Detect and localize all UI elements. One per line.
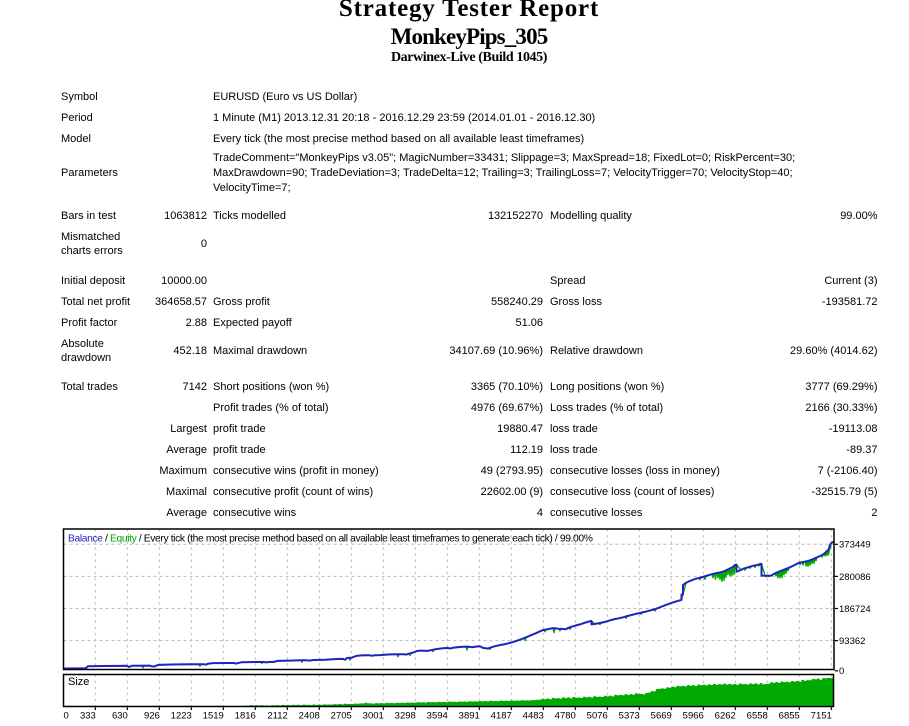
svg-text:630: 630	[112, 711, 128, 722]
svg-text:4483: 4483	[523, 711, 544, 722]
svg-text:5669: 5669	[651, 711, 672, 722]
svg-text:6855: 6855	[779, 711, 800, 722]
svg-text:3001: 3001	[363, 711, 384, 722]
svg-text:1223: 1223	[171, 711, 192, 722]
svg-text:2705: 2705	[331, 711, 352, 722]
svg-text:2408: 2408	[299, 711, 320, 722]
svg-text:926: 926	[144, 711, 160, 722]
svg-text:2112: 2112	[267, 711, 287, 722]
svg-text:3891: 3891	[459, 711, 480, 722]
svg-text:1816: 1816	[235, 711, 256, 722]
svg-text:1519: 1519	[203, 711, 224, 722]
svg-text:373449: 373449	[839, 540, 871, 551]
svg-text:6262: 6262	[715, 711, 736, 722]
svg-text:4187: 4187	[491, 711, 512, 722]
svg-text:93362: 93362	[839, 636, 865, 647]
svg-text:4780: 4780	[555, 711, 576, 722]
svg-text:5966: 5966	[683, 711, 704, 722]
svg-text:0: 0	[839, 666, 844, 677]
svg-text:6558: 6558	[747, 711, 768, 722]
svg-text:333: 333	[80, 711, 96, 722]
svg-text:Size: Size	[68, 676, 89, 688]
svg-text:5076: 5076	[587, 711, 608, 722]
svg-text:5373: 5373	[619, 711, 640, 722]
svg-text:3594: 3594	[427, 711, 448, 722]
svg-text:280086: 280086	[839, 572, 871, 583]
svg-text:3298: 3298	[395, 711, 416, 722]
svg-text:Balance / Equity / Every tick: Balance / Equity / Every tick (the most …	[68, 534, 593, 545]
svg-text:186724: 186724	[839, 604, 871, 615]
svg-text:0: 0	[64, 711, 69, 722]
svg-text:7151: 7151	[811, 711, 832, 722]
